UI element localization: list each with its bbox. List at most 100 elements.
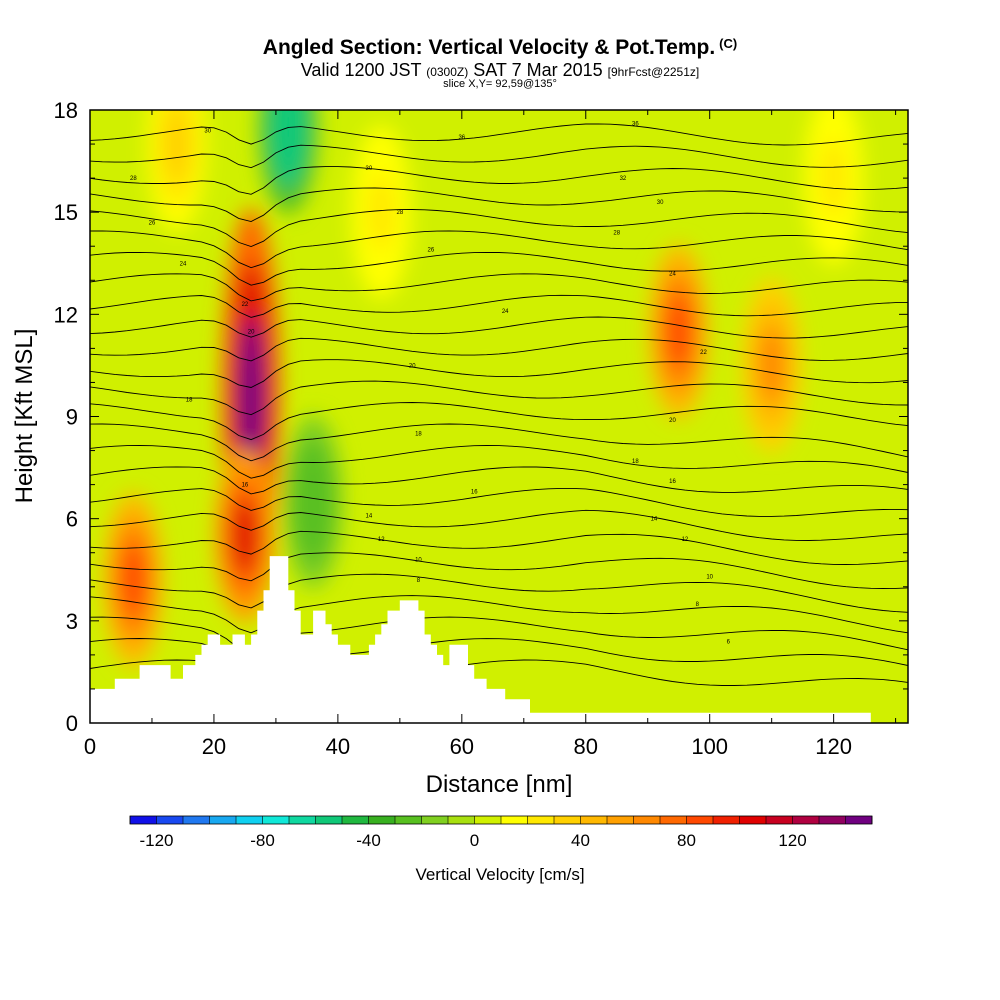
colorbar-swatch — [448, 816, 475, 824]
isentrope-line — [90, 123, 908, 146]
colorbar-swatch — [739, 816, 767, 824]
isentrope-line — [90, 487, 908, 517]
velocity-feature — [665, 293, 692, 370]
colorbar-swatch — [236, 816, 263, 824]
isentrope-label: 24 — [180, 261, 187, 267]
isentrope-label: 24 — [669, 271, 676, 277]
isentrope-label: 18 — [632, 459, 639, 465]
y-tick-label: 18 — [54, 98, 78, 123]
isentrope-label: 18 — [186, 397, 193, 403]
colorbar-swatch — [130, 816, 157, 824]
isentrope-line — [90, 337, 908, 362]
colorbar-swatch — [262, 816, 290, 824]
isentrope-label: 10 — [706, 575, 713, 581]
isentrope-line — [90, 294, 908, 318]
isentrope-label: 6 — [727, 639, 731, 645]
isentrope-line — [90, 595, 908, 634]
plot-area: 30 28 26 24 22 20 18 16 14 12 10 8 36 30 28 26 24 20 18 16 3… — [90, 110, 908, 723]
x-tick-label: 60 — [450, 734, 474, 759]
isentrope-label: 20 — [248, 329, 255, 335]
chart-title: Angled Section: Vertical Velocity & Pot.… — [262, 36, 738, 59]
velocity-feature — [291, 438, 335, 565]
isentrope-label: 28 — [613, 231, 620, 237]
colorbar-tick-label: 80 — [677, 831, 696, 850]
isentrope-line — [90, 552, 908, 589]
slice-caption: slice X,Y= 92,59@135° — [443, 78, 557, 90]
x-tick-label: 100 — [691, 734, 728, 759]
isentrope-label: 30 — [366, 166, 373, 172]
isentrope-label: 26 — [149, 220, 156, 226]
isentrope-line — [90, 616, 908, 655]
isentrope-label: 20 — [409, 363, 416, 369]
x-axis-label: Distance [nm] — [426, 771, 573, 798]
isentrope-label: 36 — [632, 122, 639, 128]
isentrope-label: 22 — [242, 302, 249, 308]
isentrope-label: 8 — [696, 602, 700, 608]
isentrope-line — [90, 251, 908, 286]
colorbar-swatch — [792, 816, 820, 824]
x-tick-label: 40 — [326, 734, 350, 759]
velocity-feature — [368, 174, 395, 251]
colorbar-swatch — [474, 816, 502, 824]
x-tick-label: 0 — [84, 734, 96, 759]
isentrope-label: 30 — [204, 128, 211, 134]
isentrope-line — [90, 359, 908, 388]
colorbar-swatch — [819, 816, 846, 824]
isentrope-label: 12 — [378, 537, 385, 543]
isentrope-label: 16 — [471, 489, 478, 495]
colorbar-tick-label: -120 — [139, 831, 173, 850]
velocity-feature — [758, 327, 785, 404]
isentrope-line — [90, 166, 908, 195]
isentrope-label: 10 — [415, 558, 422, 564]
colorbar-swatch — [845, 816, 873, 824]
colorbar-swatch — [209, 816, 237, 824]
colorbar-swatch — [368, 816, 396, 824]
colorbar-swatch — [421, 816, 449, 824]
isentrope-label: 14 — [651, 517, 658, 523]
isentrope-label: 16 — [669, 479, 676, 485]
colorbar-tick-label: -40 — [356, 831, 381, 850]
colorbar: -120 -80 -40 0 40 80 120 — [129, 815, 873, 850]
colorbar-swatch — [183, 816, 210, 824]
colorbar-swatch — [766, 816, 793, 824]
chart-subtitle: Valid 1200 JST (0300Z) SAT 7 Mar 2015 [9… — [300, 60, 700, 80]
colorbar-tick-label: 0 — [470, 831, 479, 850]
isentrope-label: 26 — [427, 248, 434, 254]
isentrope-label: 32 — [620, 176, 627, 182]
x-tick-label: 80 — [574, 734, 598, 759]
colorbar-swatch — [607, 816, 634, 824]
colorbar-swatch — [554, 816, 581, 824]
isentrope-label: 12 — [682, 537, 689, 543]
isentrope-line — [90, 466, 908, 495]
y-tick-label: 9 — [66, 405, 78, 430]
colorbar-swatch — [395, 816, 422, 824]
colorbar-swatch — [527, 816, 555, 824]
isentrope-label: 28 — [130, 176, 137, 182]
isentrope-label: 18 — [415, 432, 422, 438]
velocity-feature — [820, 139, 847, 217]
colorbar-swatch — [633, 816, 661, 824]
colorbar-swatch — [713, 816, 740, 824]
y-tick-label: 15 — [54, 200, 78, 225]
isentrope-line — [90, 209, 908, 247]
isentrope-label: 24 — [502, 309, 509, 315]
isentrope-line — [90, 509, 908, 541]
isentrope-line — [90, 187, 908, 222]
y-tick-label: 3 — [66, 609, 78, 634]
y-tick-label: 6 — [66, 507, 78, 532]
colorbar-swatch — [501, 816, 528, 824]
colorbar-swatch — [342, 816, 369, 824]
isentrope-label: 16 — [242, 483, 249, 489]
isentrope-label: 20 — [669, 418, 676, 424]
colorbar-label: Vertical Velocity [cm/s] — [415, 865, 584, 884]
colorbar-tick-label: 40 — [571, 831, 590, 850]
isentrope-label: 22 — [700, 350, 707, 356]
colorbar-swatch — [156, 816, 184, 824]
isentrope-line — [90, 273, 908, 302]
isentrope-line — [90, 144, 908, 169]
isentrope-label: 8 — [417, 578, 421, 584]
isentrope-line — [90, 402, 908, 441]
velocity-feature — [120, 541, 147, 619]
